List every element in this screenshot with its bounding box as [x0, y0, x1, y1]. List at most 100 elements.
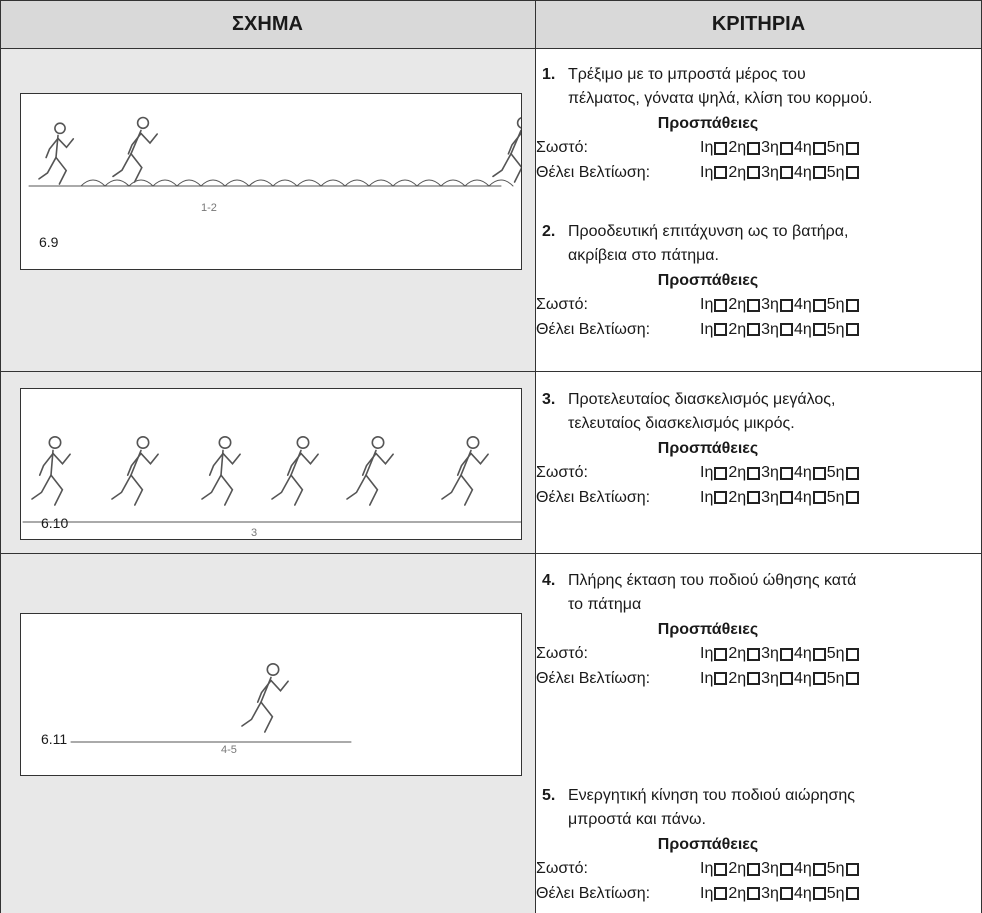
attempt: 3η [761, 320, 794, 340]
attempts: Ιη 2η 3η 4η 5η [700, 463, 860, 483]
border [0, 0, 1, 913]
arm [57, 137, 75, 149]
row-label: Θέλει Βελτίωση: [536, 163, 651, 181]
attempts-title: Προσπάθειες [657, 835, 759, 853]
attempt-label: 5η [826, 163, 845, 181]
leg [441, 474, 462, 500]
attempt-label: 5η [826, 669, 845, 687]
arm [140, 452, 159, 466]
arm [470, 452, 489, 466]
border [0, 48, 982, 49]
checkbox [747, 141, 761, 155]
head [516, 117, 521, 129]
border [535, 0, 536, 913]
attempt-label: 5η [826, 488, 845, 506]
attempt: Ιη [700, 859, 728, 879]
leg [130, 449, 144, 506]
attempt: 2η [728, 488, 761, 508]
attempt: 2η [728, 884, 761, 904]
attempt-label: 2η [728, 884, 747, 902]
checkbox [845, 862, 859, 876]
attempt-label: 4η [793, 163, 812, 181]
leg [271, 474, 292, 500]
checkbox [845, 166, 859, 180]
attempt: Ιη [700, 488, 728, 508]
checkbox [812, 166, 826, 180]
attempt-label: 3η [761, 163, 779, 181]
leg [220, 449, 234, 506]
attempt-label: 3η [761, 645, 779, 663]
header-cell: ΣΧΗΜΑ [0, 0, 535, 48]
attempt: 5η [827, 463, 860, 483]
attempts: Ιη 2η 3η 4η 5η [700, 320, 860, 340]
checkbox [845, 466, 859, 480]
border [0, 553, 982, 554]
checkbox [747, 887, 761, 901]
border [0, 371, 982, 372]
criterion-number: 5. [542, 787, 556, 804]
checkbox [812, 491, 826, 505]
leg [290, 449, 304, 506]
attempt: 4η [794, 295, 827, 315]
row-label: Θέλει Βελτίωση: [536, 884, 651, 902]
checkbox [779, 166, 793, 180]
checkbox [714, 141, 728, 155]
attempts-title: Προσπάθειες [657, 620, 759, 638]
attempt: 2η [728, 163, 761, 183]
leg [346, 474, 367, 500]
arm [375, 452, 394, 466]
attempt-label: 5η [826, 139, 845, 157]
attempt-label: 3η [761, 296, 779, 314]
runners [28, 116, 521, 187]
attempts-title: Προσπάθειες [657, 114, 759, 132]
attempt: 4η [794, 138, 827, 158]
attempts: Ιη 2η 3η 4η 5η [700, 295, 860, 315]
checkbox [779, 323, 793, 337]
arm [45, 137, 59, 159]
attempt-label: 5η [826, 645, 845, 663]
figure-note: 1-2 [201, 202, 217, 214]
checkbox [812, 647, 826, 661]
arm [140, 132, 158, 145]
attempt: Ιη [700, 669, 728, 689]
attempt-label: 3η [761, 320, 779, 338]
checkbox [714, 491, 728, 505]
figure-note: 3 [251, 527, 258, 539]
row-label: Θέλει Βελτίωση: [536, 488, 651, 506]
checkbox [714, 862, 728, 876]
attempt: 4η [794, 669, 827, 689]
head [466, 435, 480, 449]
checkbox [779, 141, 793, 155]
attempt-label: Ιη [700, 320, 714, 338]
checkbox [714, 887, 728, 901]
leg [55, 134, 68, 185]
checkbox [812, 323, 826, 337]
arm [126, 452, 142, 476]
leg [241, 701, 262, 727]
attempt: 3η [761, 488, 794, 508]
attempt-label: 2η [728, 163, 747, 181]
figure-drawing [70, 662, 352, 743]
attempt: 3η [761, 295, 794, 315]
checkbox [714, 298, 728, 312]
head [371, 435, 385, 449]
figure-note: 4-5 [221, 744, 237, 756]
checkbox [812, 862, 826, 876]
attempt-label: 2η [728, 296, 747, 314]
checkbox [845, 298, 859, 312]
attempt: 5η [827, 669, 860, 689]
attempt-label: 2η [728, 464, 747, 482]
header-cell: ΚΡΙΤΗΡΙΑ [535, 0, 982, 48]
checkbox [779, 672, 793, 686]
attempt-label: 4η [793, 669, 812, 687]
leg [130, 129, 143, 183]
attempt-label: 4η [793, 320, 812, 338]
leg [260, 676, 274, 733]
checkbox [714, 672, 728, 686]
attempt-label: 2η [728, 320, 747, 338]
checkbox [779, 887, 793, 901]
checkbox [714, 166, 728, 180]
figure-box: 1-2 6.9 [20, 93, 522, 270]
attempt-label: 2η [728, 669, 747, 687]
attempt-label: 5η [826, 884, 845, 902]
